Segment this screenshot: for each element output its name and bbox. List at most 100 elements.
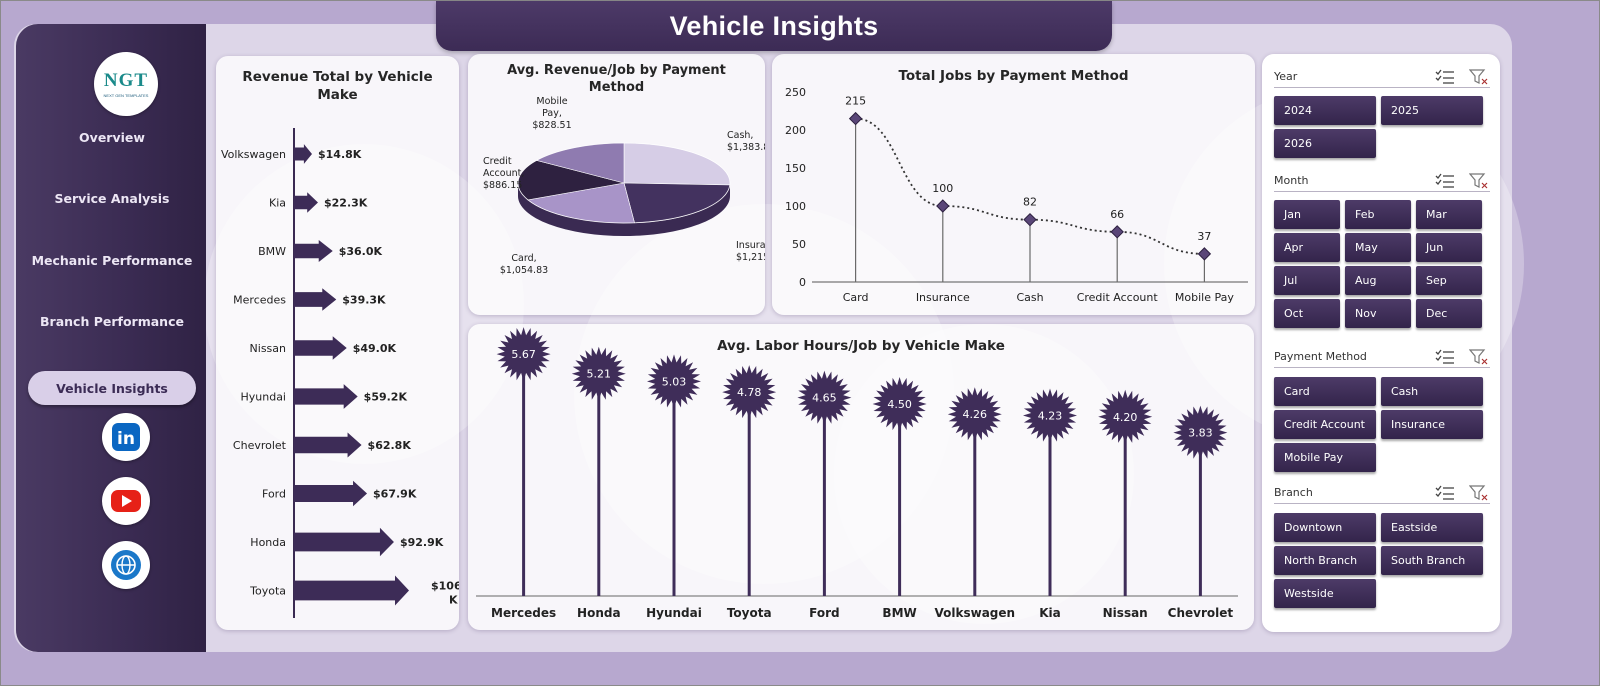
revenue-by-make-title-line2: Make: [317, 87, 358, 103]
line-marker-credit-account: [1110, 225, 1124, 239]
line-data-label: 82: [1023, 196, 1037, 209]
line-series: [855, 117, 1205, 255]
logo-mark: NGT: [103, 70, 149, 91]
multi-select-icon[interactable]: [1434, 348, 1456, 366]
line-data-label: 37: [1197, 230, 1211, 243]
month-option-jan[interactable]: Jan: [1274, 200, 1340, 229]
website-button[interactable]: [102, 541, 150, 589]
line-marker-cash: [1023, 212, 1037, 227]
revenue-value-label: $67.9K: [373, 488, 417, 501]
avg-revenue-payment-title: Avg. Revenue/Job by Payment Method: [468, 62, 765, 96]
line-y-tick-label: 0: [799, 276, 806, 289]
revenue-value-label: $36.0K: [339, 245, 383, 258]
month-option-sep[interactable]: Sep: [1416, 266, 1482, 295]
revenue-value-label: $62.8K: [368, 439, 412, 452]
month-option-mar[interactable]: Mar: [1416, 200, 1482, 229]
line-y-tick-label: 150: [785, 162, 806, 175]
pie-slice-cash: [623, 142, 731, 186]
nav-service-analysis[interactable]: Service Analysis: [54, 190, 170, 206]
clear-filter-icon[interactable]: [1468, 348, 1490, 366]
line-x-tick-label: Card: [843, 291, 869, 304]
revenue-bar-chevrolet: [294, 432, 362, 458]
revenue-value-label-suffix: K: [449, 594, 458, 607]
year-option-2025[interactable]: 2025: [1381, 96, 1483, 125]
clear-filter-icon[interactable]: [1468, 484, 1490, 502]
month-option-aug[interactable]: Aug: [1345, 266, 1411, 295]
revenue-value-label: $106.9: [431, 580, 459, 593]
year-option-2026[interactable]: 2026: [1274, 129, 1376, 158]
line-marker-card: [848, 111, 863, 126]
lollipop-category-label: Mercedes: [491, 606, 556, 620]
lollipop-category-label: Honda: [577, 606, 621, 620]
month-option-apr[interactable]: Apr: [1274, 233, 1340, 262]
month-option-jul[interactable]: Jul: [1274, 266, 1340, 295]
payment-option-card[interactable]: Card: [1274, 377, 1376, 406]
lollipop-marker-mercedes: [496, 327, 551, 382]
total-jobs-payment-title: Total Jobs by Payment Method: [898, 68, 1129, 84]
line-marker-insurance: [936, 199, 950, 213]
month-option-nov[interactable]: Nov: [1345, 299, 1411, 328]
branch-option-downtown[interactable]: Downtown: [1274, 513, 1376, 542]
nav-overview[interactable]: Overview: [79, 129, 145, 145]
revenue-value-label: $14.8K: [318, 148, 362, 161]
payment-option-mobile-pay[interactable]: Mobile Pay: [1274, 443, 1376, 472]
pie-data-label: $886.15: [483, 180, 522, 191]
brand-logo[interactable]: NGT NEXT GEN TEMPLATES: [94, 52, 158, 116]
youtube-button[interactable]: [102, 477, 150, 525]
multi-select-icon[interactable]: [1434, 68, 1456, 86]
payment-option-insurance[interactable]: Insurance: [1381, 410, 1483, 439]
lollipop-marker-chevrolet: [1173, 405, 1228, 460]
clear-filter-icon[interactable]: [1468, 172, 1490, 190]
pie-data-label: Insurance,: [736, 240, 765, 251]
multi-select-icon[interactable]: [1434, 484, 1456, 502]
revenue-value-label: $39.3K: [342, 294, 386, 307]
filter-panel: Year 2024 2025 2026 Month Jan Feb Mar Apr Ma…: [1262, 54, 1500, 632]
nav-mechanic-performance[interactable]: Mechanic Performance: [31, 252, 193, 268]
youtube-icon: [111, 490, 141, 512]
lollipop-category-label: Volkswagen: [935, 606, 1016, 620]
branch-option-south-branch[interactable]: South Branch: [1381, 546, 1483, 575]
branch-option-eastside[interactable]: Eastside: [1381, 513, 1483, 542]
revenue-by-make-card: Revenue Total by Vehicle Make Volkswagen…: [216, 56, 459, 630]
year-option-2024[interactable]: 2024: [1274, 96, 1376, 125]
line-x-tick-label: Mobile Pay: [1175, 291, 1234, 304]
lollipop-category-label: Hyundai: [646, 606, 702, 620]
lollipop-category-label: Toyota: [727, 606, 772, 620]
revenue-category-label: Nissan: [250, 342, 286, 355]
nav-vehicle-insights[interactable]: Vehicle Insights: [28, 371, 196, 405]
linkedin-button[interactable]: in: [102, 413, 150, 461]
month-option-dec[interactable]: Dec: [1416, 299, 1482, 328]
revenue-category-label: Ford: [262, 488, 286, 501]
total-jobs-payment-chart: 0 50 100 150 200 250 215 Card 100 Insurance 82 Cash…: [785, 86, 1248, 304]
line-y-tick-label: 200: [785, 124, 806, 137]
revenue-value-label: $22.3K: [324, 197, 368, 210]
revenue-category-label: Honda: [250, 536, 286, 549]
revenue-bar-toyota: [294, 575, 409, 606]
linkedin-icon: in: [112, 423, 140, 451]
clear-filter-icon[interactable]: [1468, 68, 1490, 86]
multi-select-icon[interactable]: [1434, 172, 1456, 190]
line-x-tick-label: Insurance: [916, 291, 970, 304]
revenue-bar-bmw: [294, 239, 333, 263]
payment-slicer-header: Payment Method: [1274, 346, 1490, 368]
branch-option-westside[interactable]: Westside: [1274, 579, 1376, 608]
revenue-category-label: BMW: [258, 245, 286, 258]
month-option-oct[interactable]: Oct: [1274, 299, 1340, 328]
avg-revenue-payment-card: Avg. Revenue/Job by Payment Method Cash,…: [468, 54, 765, 315]
branch-slicer-header: Branch: [1274, 482, 1490, 504]
revenue-category-label: Kia: [269, 197, 286, 210]
lollipop-marker-ford: [797, 370, 852, 425]
revenue-category-label: Hyundai: [240, 391, 286, 404]
globe-icon: [111, 550, 141, 580]
payment-option-credit-account[interactable]: Credit Account: [1274, 410, 1376, 439]
branch-option-north-branch[interactable]: North Branch: [1274, 546, 1376, 575]
lollipop-value-label: 4.65: [812, 392, 837, 405]
month-option-jun[interactable]: Jun: [1416, 233, 1482, 262]
revenue-category-label: Chevrolet: [233, 439, 287, 452]
revenue-by-make-chart: Volkswagen $14.8K Kia $22.3K BMW $36.0K Merced…: [221, 128, 459, 618]
avg-revenue-payment-chart: Cash,$1,383.88 Insurance,$1,215.80 Card,$1…: [483, 96, 765, 276]
nav-branch-performance[interactable]: Branch Performance: [40, 313, 184, 329]
payment-option-cash[interactable]: Cash: [1381, 377, 1483, 406]
month-option-feb[interactable]: Feb: [1345, 200, 1411, 229]
month-option-may[interactable]: May: [1345, 233, 1411, 262]
